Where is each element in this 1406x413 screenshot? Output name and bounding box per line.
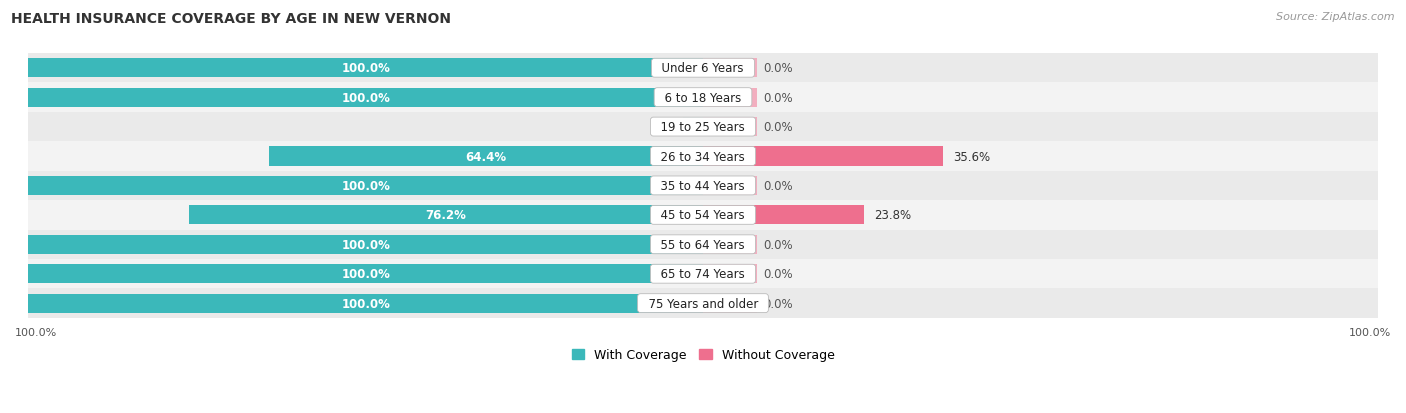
Bar xyxy=(703,294,756,313)
Text: 100.0%: 100.0% xyxy=(342,91,391,104)
Bar xyxy=(703,176,756,195)
Bar xyxy=(703,59,756,78)
Bar xyxy=(188,206,703,225)
Text: 55 to 64 Years: 55 to 64 Years xyxy=(654,238,752,251)
Text: 26 to 34 Years: 26 to 34 Years xyxy=(654,150,752,163)
Bar xyxy=(28,230,1378,259)
Legend: With Coverage, Without Coverage: With Coverage, Without Coverage xyxy=(567,344,839,366)
Text: 0.0%: 0.0% xyxy=(763,62,793,75)
Text: 45 to 54 Years: 45 to 54 Years xyxy=(654,209,752,222)
Text: 100.0%: 100.0% xyxy=(342,62,391,75)
Bar xyxy=(28,176,703,195)
Bar xyxy=(28,59,703,78)
Bar xyxy=(703,264,756,284)
Bar xyxy=(28,294,703,313)
Text: 100.0%: 100.0% xyxy=(15,328,58,337)
Text: HEALTH INSURANCE COVERAGE BY AGE IN NEW VERNON: HEALTH INSURANCE COVERAGE BY AGE IN NEW … xyxy=(11,12,451,26)
Text: 100.0%: 100.0% xyxy=(342,180,391,192)
Text: 75 Years and older: 75 Years and older xyxy=(641,297,765,310)
Text: 6 to 18 Years: 6 to 18 Years xyxy=(657,91,749,104)
Text: 35 to 44 Years: 35 to 44 Years xyxy=(654,180,752,192)
Bar xyxy=(28,259,1378,289)
Bar xyxy=(28,171,1378,201)
Text: 64.4%: 64.4% xyxy=(465,150,506,163)
Text: 76.2%: 76.2% xyxy=(426,209,467,222)
Text: Source: ZipAtlas.com: Source: ZipAtlas.com xyxy=(1277,12,1395,22)
Bar xyxy=(269,147,703,166)
Text: 0.0%: 0.0% xyxy=(763,297,793,310)
Text: 0.0%: 0.0% xyxy=(763,238,793,251)
Bar xyxy=(703,88,756,107)
Bar xyxy=(28,142,1378,171)
Bar xyxy=(28,113,1378,142)
Text: 0.0%: 0.0% xyxy=(763,180,793,192)
Text: 0.0%: 0.0% xyxy=(763,121,793,134)
Bar xyxy=(28,289,1378,318)
Text: 100.0%: 100.0% xyxy=(342,268,391,280)
Bar xyxy=(28,88,703,107)
Text: 0.0%: 0.0% xyxy=(650,121,679,134)
Bar xyxy=(28,83,1378,113)
Bar xyxy=(28,54,1378,83)
Bar xyxy=(703,206,863,225)
Text: 0.0%: 0.0% xyxy=(763,268,793,280)
Text: 19 to 25 Years: 19 to 25 Years xyxy=(654,121,752,134)
Bar xyxy=(703,147,943,166)
Text: 100.0%: 100.0% xyxy=(342,238,391,251)
Bar xyxy=(703,118,756,137)
Bar xyxy=(703,235,756,254)
Text: 23.8%: 23.8% xyxy=(873,209,911,222)
Bar xyxy=(28,264,703,284)
Bar xyxy=(28,201,1378,230)
Text: 100.0%: 100.0% xyxy=(342,297,391,310)
Bar xyxy=(28,235,703,254)
Text: 65 to 74 Years: 65 to 74 Years xyxy=(654,268,752,280)
Text: 100.0%: 100.0% xyxy=(1348,328,1391,337)
Text: Under 6 Years: Under 6 Years xyxy=(655,62,751,75)
Text: 0.0%: 0.0% xyxy=(763,91,793,104)
Bar xyxy=(683,118,703,137)
Text: 35.6%: 35.6% xyxy=(953,150,990,163)
